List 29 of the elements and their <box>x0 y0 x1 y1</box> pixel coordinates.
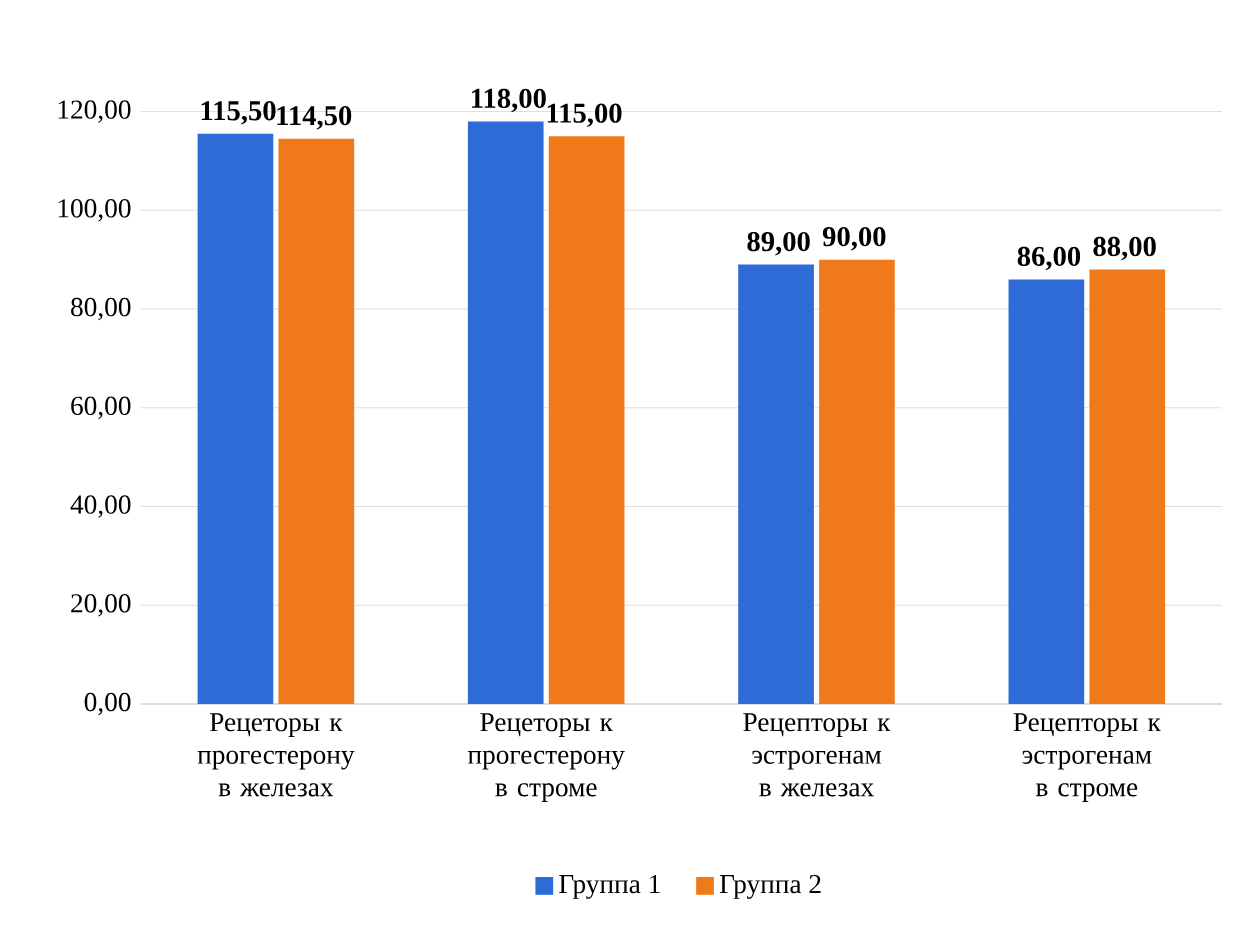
data-label: 118,00 <box>472 88 546 113</box>
data-label: 115,00 <box>547 103 622 128</box>
x-tick-label: Рецепторы к эстрогенам в строме <box>1013 713 1161 802</box>
x-tick-label: Рецеторы к прогестерону в строме <box>467 713 625 802</box>
data-label: 115,50 <box>201 101 276 125</box>
y-tick-label: 20,00 <box>71 594 131 617</box>
data-label: 86,00 <box>1017 246 1081 271</box>
x-tick-label: Рецеторы к прогестерону в железах <box>197 713 355 797</box>
data-label: 114,50 <box>277 106 352 130</box>
legend-label: Группа 2 <box>719 874 821 899</box>
data-label: 88,00 <box>1093 236 1156 261</box>
y-tick-label: 80,00 <box>71 297 131 321</box>
y-tick-label: 100,00 <box>58 199 131 222</box>
bar <box>1008 279 1085 704</box>
legend-label: Группа 1 <box>559 874 660 899</box>
bar <box>1089 269 1166 704</box>
bar <box>467 121 544 704</box>
y-tick-label: 120,00 <box>58 100 131 123</box>
data-label: 89,00 <box>747 231 810 256</box>
x-tick-label: Рецепторы к эстрогенам в железах <box>743 713 891 797</box>
data-label: 90,00 <box>822 226 886 251</box>
y-tick-label: 0,00 <box>84 692 131 716</box>
y-tick-label: 60,00 <box>71 396 131 419</box>
bar <box>738 264 814 704</box>
bar <box>197 133 274 704</box>
bar <box>278 138 355 704</box>
bar <box>819 259 895 704</box>
y-tick-label: 40,00 <box>70 495 131 518</box>
bar <box>548 136 625 704</box>
